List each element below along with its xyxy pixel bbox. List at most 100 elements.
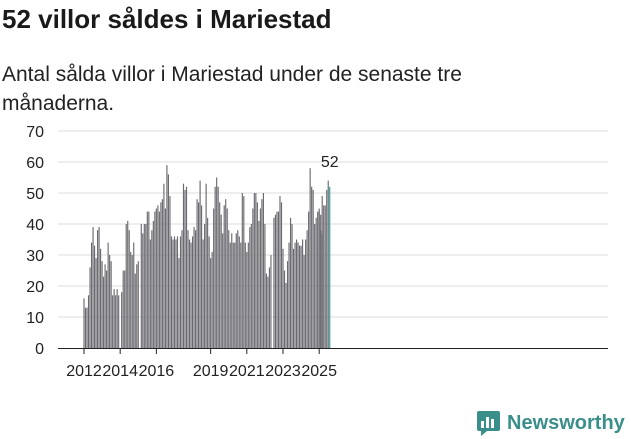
bar xyxy=(181,230,183,348)
bar xyxy=(155,208,157,348)
bar xyxy=(294,242,296,348)
bar xyxy=(289,217,292,348)
bar xyxy=(282,248,284,348)
y-tick-label-0: 0 xyxy=(35,341,44,358)
bar xyxy=(166,165,168,348)
bar xyxy=(128,230,130,348)
annotations: 52 xyxy=(321,154,339,171)
bar xyxy=(190,242,192,348)
bar xyxy=(268,267,271,348)
bar xyxy=(84,307,87,348)
bar xyxy=(270,255,272,348)
bar xyxy=(216,177,218,348)
bar xyxy=(146,211,148,348)
bar xyxy=(291,224,293,348)
bar xyxy=(118,295,120,348)
bar xyxy=(113,289,115,348)
bar xyxy=(115,295,117,348)
bar xyxy=(136,264,138,348)
bar xyxy=(321,196,323,348)
bar xyxy=(246,251,248,348)
bar xyxy=(169,196,171,348)
x-tick-label-2023: 2023 xyxy=(265,363,301,380)
bars xyxy=(83,165,331,348)
bar xyxy=(157,205,159,348)
bar xyxy=(163,183,165,348)
bar xyxy=(185,186,188,348)
bar xyxy=(161,199,163,348)
y-tick-label-60: 60 xyxy=(26,155,44,172)
bar xyxy=(92,227,94,348)
bar xyxy=(299,245,301,348)
bar xyxy=(125,224,127,348)
bar xyxy=(172,239,174,348)
bar xyxy=(288,242,290,348)
bar xyxy=(240,242,242,348)
x-tick-label-2012: 2012 xyxy=(66,363,102,380)
bar xyxy=(327,180,329,348)
bar xyxy=(220,214,222,348)
bar xyxy=(279,196,281,348)
bar xyxy=(256,202,258,348)
bar xyxy=(134,273,136,348)
bar xyxy=(176,236,179,348)
bar xyxy=(262,193,264,348)
gridlines xyxy=(58,130,608,318)
bar xyxy=(255,193,257,348)
bar xyxy=(196,199,198,348)
bar xyxy=(151,230,153,348)
y-tick-label-20: 20 xyxy=(26,279,44,296)
bar xyxy=(107,242,109,348)
bar xyxy=(302,239,304,348)
bar xyxy=(173,236,176,348)
bar xyxy=(210,258,212,348)
bar xyxy=(98,227,100,348)
chart-title: 52 villor såldes i Mariestad xyxy=(2,4,332,34)
bar xyxy=(124,270,126,348)
bar xyxy=(219,202,221,348)
bar xyxy=(148,211,150,348)
bar xyxy=(267,276,269,348)
bar xyxy=(167,174,169,348)
bar xyxy=(303,255,305,348)
bar xyxy=(320,214,322,348)
bar xyxy=(152,220,154,348)
bar xyxy=(243,196,245,348)
bar xyxy=(237,230,239,348)
bar xyxy=(317,211,319,348)
bar xyxy=(83,298,85,348)
bar xyxy=(109,255,111,348)
bar xyxy=(188,239,191,348)
bar xyxy=(160,202,162,348)
bar xyxy=(265,273,267,348)
bar xyxy=(228,230,230,348)
bar xyxy=(273,217,275,348)
bar xyxy=(193,227,195,348)
bar xyxy=(296,239,298,348)
x-tick-label-2019: 2019 xyxy=(193,363,229,380)
bar xyxy=(207,217,209,348)
bar xyxy=(164,208,166,348)
bar xyxy=(127,220,129,348)
bar xyxy=(211,251,213,348)
y-axis-ticks: 0 10 20 30 40 50 60 70 xyxy=(26,124,44,358)
bar xyxy=(104,264,106,348)
highlight-value-label: 52 xyxy=(321,154,339,171)
bar xyxy=(110,261,112,348)
bar xyxy=(202,239,204,348)
bar xyxy=(264,224,266,348)
bar xyxy=(143,224,145,348)
bar xyxy=(187,230,189,348)
bar xyxy=(314,224,316,348)
newsworthy-icon xyxy=(477,410,500,436)
bar xyxy=(231,233,233,348)
bar xyxy=(326,189,328,348)
y-tick-label-70: 70 xyxy=(26,124,44,141)
bar xyxy=(86,307,88,348)
bar xyxy=(323,205,325,348)
bar xyxy=(208,236,210,348)
bar xyxy=(90,242,93,348)
y-tick-label-40: 40 xyxy=(26,217,44,234)
bar xyxy=(191,236,194,348)
bar xyxy=(274,214,277,348)
